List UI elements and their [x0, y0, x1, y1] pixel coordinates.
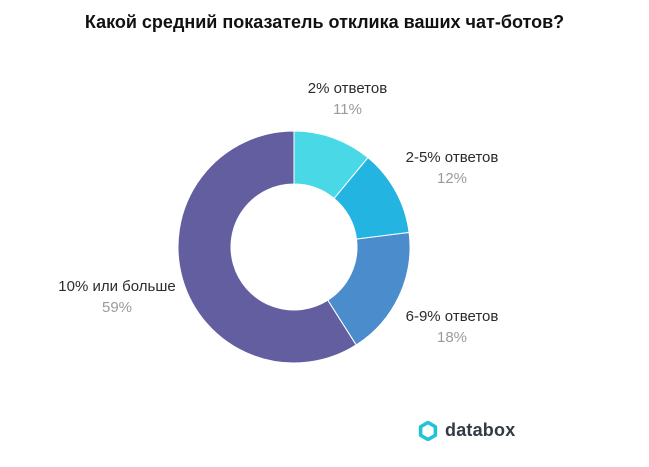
slice-label-3: 6-9% ответов 18%: [397, 306, 507, 348]
brand-logo-block: databox: [418, 420, 515, 441]
slice-label-1: 2% ответов 11%: [300, 78, 395, 120]
slice-label-2: 2-5% ответов 12%: [397, 147, 507, 189]
slice-label-2-value: 12%: [436, 170, 468, 187]
slice-label-4: 10% или больше 59%: [52, 276, 182, 318]
databox-logo-icon: [418, 420, 438, 441]
slice-label-4-value: 59%: [101, 299, 133, 316]
brand-name: databox: [445, 420, 516, 440]
slice-label-3-name: 6-9% ответов: [405, 308, 499, 325]
slice-label-4-name: 10% или больше: [58, 278, 176, 295]
slice-label-1-name: 2% ответов: [307, 80, 388, 97]
slice-label-2-name: 2-5% ответов: [405, 149, 499, 166]
slice-label-3-value: 18%: [436, 329, 468, 346]
donut-slice-4: [177, 130, 357, 364]
slice-label-1-value: 11%: [333, 101, 362, 118]
chart-title: Какой средний показатель отклика ваших ч…: [84, 12, 565, 32]
